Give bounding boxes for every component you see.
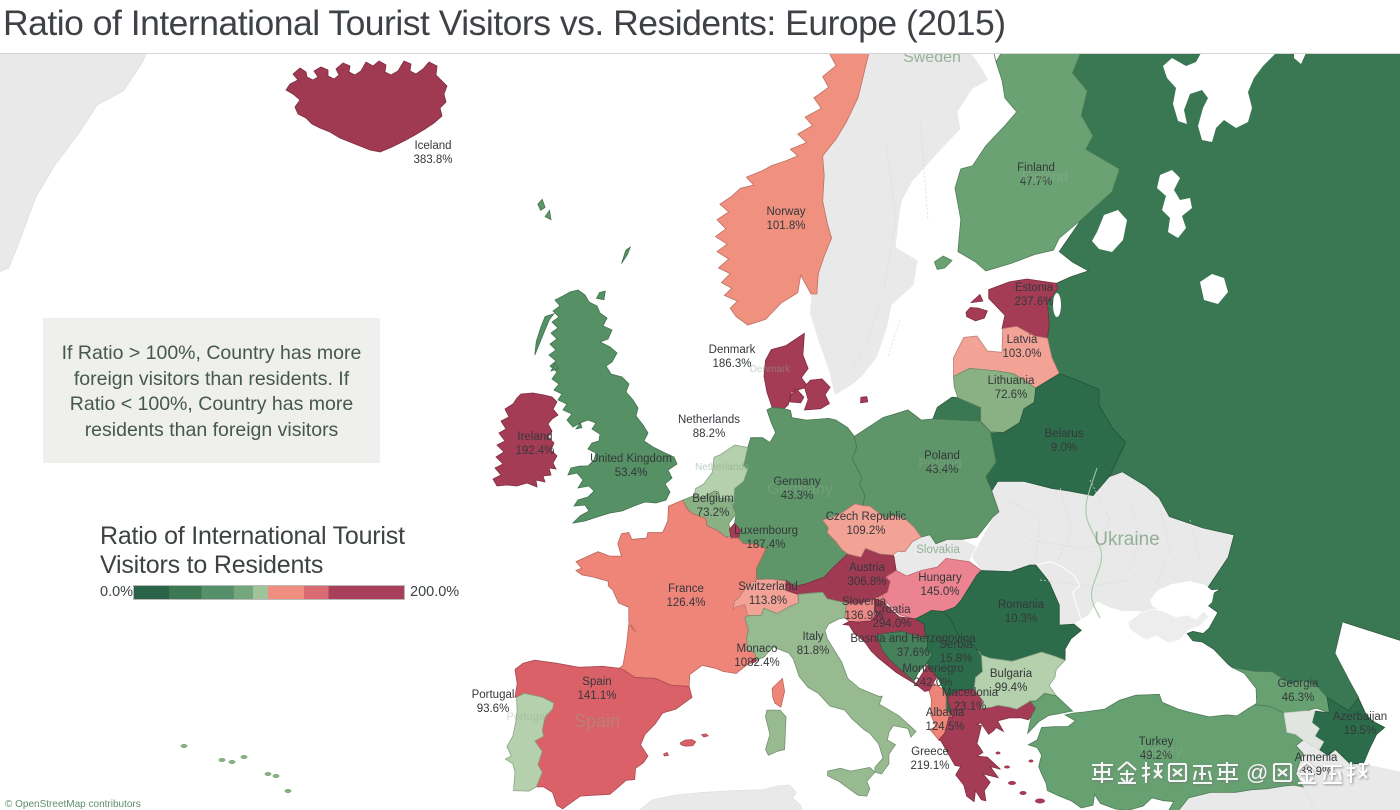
svg-text:46.3%: 46.3% [1282,692,1315,704]
svg-text:Austria: Austria [849,562,885,574]
svg-text:Poland: Poland [918,455,962,471]
svg-text:Portugal: Portugal [472,689,515,701]
svg-text:141.1%: 141.1% [577,690,616,702]
svg-text:United Kingdom: United Kingdom [590,453,672,465]
svg-text:237.6%: 237.6% [1014,296,1053,308]
svg-text:Italy: Italy [802,631,823,643]
svg-text:Spain: Spain [574,711,620,731]
svg-text:Georgia: Georgia [1278,678,1320,690]
svg-text:294.0%: 294.0% [872,618,911,630]
svg-text:145.0%: 145.0% [920,586,959,598]
svg-text:Germany: Germany [767,481,833,498]
svg-text:Switzerland: Switzerland [738,581,797,593]
svg-text:Denmark: Denmark [750,364,792,375]
svg-text:88.2%: 88.2% [693,428,726,440]
svg-text:219.1%: 219.1% [910,760,949,772]
svg-text:Romania: Romania [998,599,1045,611]
svg-text:Lithuania: Lithuania [988,375,1035,387]
svg-text:103.0%: 103.0% [1002,348,1041,360]
svg-text:124.5%: 124.5% [925,721,964,733]
svg-text:9.0%: 9.0% [1051,442,1077,454]
svg-text:306.8%: 306.8% [847,576,886,588]
svg-text:73.2%: 73.2% [697,507,730,519]
svg-text:Turkey: Turkey [1139,736,1174,748]
svg-text:Monaco: Monaco [737,643,778,655]
svg-text:Finland: Finland [1022,168,1068,184]
svg-text:1082.4%: 1082.4% [734,657,779,669]
svg-text:187.4%: 187.4% [746,539,785,551]
svg-text:Sweden: Sweden [903,49,961,66]
svg-text:Norway: Norway [767,206,806,218]
svg-text:@: @ [1246,760,1268,785]
svg-text:France: France [668,583,704,595]
svg-text:23.1%: 23.1% [954,701,987,713]
svg-text:19.5%: 19.5% [1344,725,1377,737]
svg-text:Portugal: Portugal [507,711,548,723]
svg-text:Germany: Germany [773,476,821,488]
svg-text:10.3%: 10.3% [1005,613,1038,625]
svg-text:93.6%: 93.6% [477,703,510,715]
svg-text:Ireland: Ireland [517,431,552,443]
svg-text:15.8%: 15.8% [940,653,973,665]
svg-text:192.4%: 192.4% [515,445,554,457]
svg-text:43.3%: 43.3% [781,490,814,502]
svg-text:Azerbaijan: Azerbaijan [1333,711,1387,723]
svg-text:Latvia: Latvia [1007,334,1038,346]
svg-text:101.8%: 101.8% [766,220,805,232]
svg-text:Belgium: Belgium [692,493,734,505]
svg-text:Bosnia and Herzegovina: Bosnia and Herzegovina [850,633,976,645]
svg-text:Turkey: Turkey [1137,742,1183,759]
svg-text:38.9%: 38.9% [1300,766,1333,778]
svg-text:Belarus: Belarus [1045,428,1084,440]
svg-text:186.3%: 186.3% [712,358,751,370]
svg-text:Serbia: Serbia [939,639,973,651]
svg-text:43.4%: 43.4% [926,464,959,476]
svg-text:Greece: Greece [911,746,949,758]
svg-text:Macedonia: Macedonia [942,687,999,699]
svg-text:Finland: Finland [1017,162,1055,174]
svg-text:Slovenia: Slovenia [842,596,887,608]
svg-text:Czech Republic: Czech Republic [826,511,907,523]
svg-text:Poland: Poland [924,450,960,462]
svg-text:81.8%: 81.8% [797,645,830,657]
svg-text:126.4%: 126.4% [666,597,705,609]
svg-text:136.9%: 136.9% [844,610,883,622]
svg-text:47.7%: 47.7% [1020,176,1053,188]
svg-text:Luxembourg: Luxembourg [734,525,798,537]
svg-text:Croatia: Croatia [873,604,911,616]
svg-text:Denmark: Denmark [709,344,756,356]
svg-text:109.2%: 109.2% [846,525,885,537]
svg-text:99.4%: 99.4% [995,682,1028,694]
svg-text:Bulgaria: Bulgaria [990,668,1033,680]
svg-text:Montenegro: Montenegro [902,663,963,675]
svg-text:53.4%: 53.4% [615,467,648,479]
svg-text:Slovakia: Slovakia [916,544,960,556]
svg-text:Estonia: Estonia [1015,282,1054,294]
svg-text:Albania: Albania [926,707,965,719]
svg-text:72.6%: 72.6% [995,389,1028,401]
svg-text:Hungary: Hungary [918,572,962,584]
svg-text:Ukraine: Ukraine [1094,529,1159,550]
svg-text:Spain: Spain [582,676,611,688]
svg-text:383.8%: 383.8% [413,154,452,166]
svg-text:242.0%: 242.0% [913,677,952,689]
svg-text:113.8%: 113.8% [749,595,787,607]
svg-text:Netherlands: Netherlands [695,462,749,473]
svg-text:37.6%: 37.6% [897,647,930,659]
svg-text:49.2%: 49.2% [1140,750,1173,762]
svg-text:Armenia: Armenia [1295,752,1338,764]
svg-text:Netherlands: Netherlands [678,414,740,426]
svg-text:Iceland: Iceland [414,140,451,152]
